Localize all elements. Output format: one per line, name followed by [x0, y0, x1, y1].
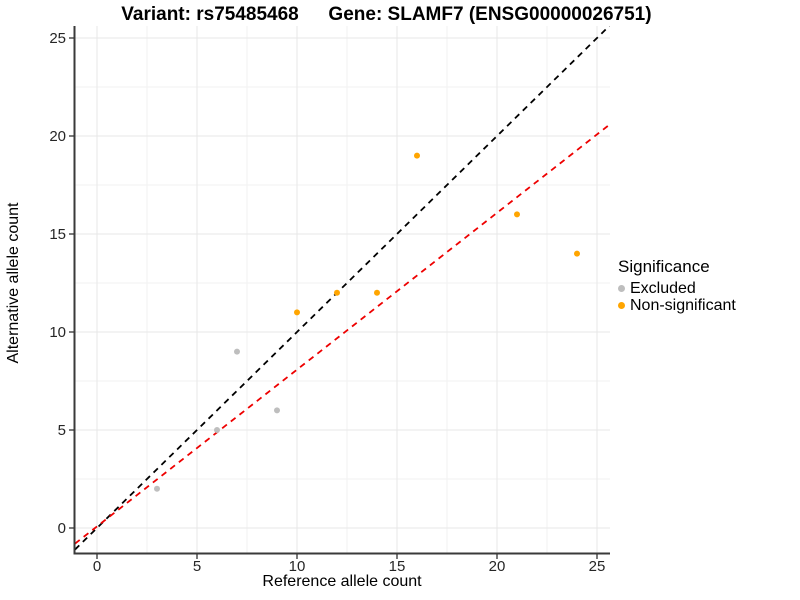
- svg-text:10: 10: [289, 558, 306, 575]
- legend: Significance Excluded Non-significant: [618, 257, 736, 314]
- plot-title-variant: Variant: rs75485468: [121, 4, 299, 25]
- data-point-excluded: [234, 348, 240, 355]
- y-axis-label: Alternative allele count: [5, 202, 22, 364]
- svg-text:15: 15: [49, 226, 66, 243]
- svg-text:15: 15: [389, 558, 406, 575]
- x-axis-label: Reference allele count: [262, 573, 422, 590]
- data-point-non-significant: [294, 309, 300, 316]
- data-point-non-significant: [414, 152, 420, 159]
- non-significant-point-icon: [618, 302, 625, 309]
- svg-text:20: 20: [489, 558, 506, 575]
- svg-text:5: 5: [58, 422, 66, 439]
- plot-title-gene: Gene: SLAMF7 (ENSG00000026751): [328, 4, 652, 25]
- svg-text:25: 25: [589, 558, 606, 575]
- svg-text:0: 0: [93, 558, 101, 575]
- data-point-excluded: [214, 427, 220, 433]
- svg-text:25: 25: [49, 30, 66, 47]
- data-point-excluded: [274, 407, 280, 414]
- data-point-non-significant: [514, 211, 520, 218]
- data-point-non-significant: [334, 289, 340, 296]
- data-point-non-significant: [574, 250, 580, 257]
- excluded-point-icon: [618, 285, 625, 292]
- legend-item-non-significant: Non-significant: [618, 297, 736, 314]
- svg-text:20: 20: [49, 128, 66, 145]
- legend-item-excluded: Excluded: [618, 280, 736, 297]
- svg-text:10: 10: [49, 324, 66, 341]
- svg-text:0: 0: [58, 520, 66, 537]
- data-point-excluded: [154, 485, 160, 492]
- legend-label-excluded: Excluded: [630, 279, 696, 297]
- legend-title: Significance: [618, 257, 710, 276]
- legend-label-non-significant: Non-significant: [630, 296, 736, 314]
- svg-text:5: 5: [193, 558, 201, 575]
- data-point-non-significant: [374, 289, 380, 296]
